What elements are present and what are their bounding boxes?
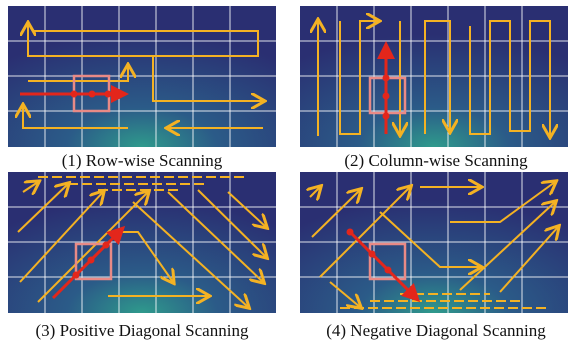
panel-positive-diagonal (8, 172, 276, 313)
panel-column-wise (300, 6, 568, 147)
caption: (4) Negative Diagonal Scanning (326, 321, 546, 340)
panel-row-wise (8, 6, 276, 147)
caption: (2) Column-wise Scanning (344, 151, 528, 170)
caption: (1) Row-wise Scanning (62, 151, 223, 170)
caption: (3) Positive Diagonal Scanning (36, 321, 249, 340)
figure: (1) Row-wise Scanning (2) Column-wise Sc… (0, 0, 573, 343)
panel-negative-diagonal (300, 172, 568, 313)
